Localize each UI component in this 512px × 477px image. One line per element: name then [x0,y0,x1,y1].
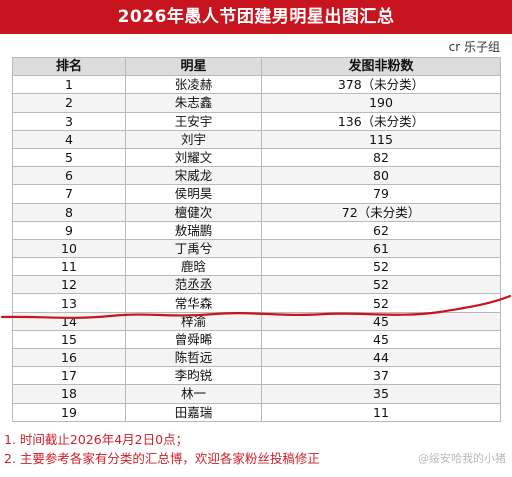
count-cell: 62 [261,220,501,240]
name-cell: 林一 [125,384,262,404]
count-cell: 52 [261,275,501,295]
name-cell: 张凌赫 [125,75,262,95]
footnotes: 1. 时间截止2026年4月2日0点； 2. 主要参考各家有分类的汇总博，欢迎各… [4,430,512,468]
table-row: 15 曾舜晞 45 [12,329,501,350]
count-cell: 72（未分类） [261,202,501,222]
rank-cell: 7 [12,184,126,204]
rank-cell: 9 [12,220,126,240]
rank-cell: 17 [12,366,126,386]
table-row: 4 刘宇 115 [12,129,501,149]
name-cell: 侯明昊 [125,184,262,204]
column-header-rank: 排名 [12,56,126,77]
rank-cell: 10 [12,238,126,259]
count-cell: 82 [261,147,501,168]
watermark: @绥安哈我的小猪 [418,452,506,465]
rank-cell: 16 [12,347,126,368]
table-row: 3 王安宇 136（未分类） [12,111,501,131]
rank-cell: 15 [12,329,126,350]
table-row: 18 林一 35 [12,384,501,404]
rank-cell: 19 [12,402,126,422]
count-cell: 11 [261,402,501,422]
count-cell: 37 [261,366,501,386]
count-cell: 79 [261,184,501,204]
count-cell: 61 [261,238,501,259]
table-row: 14 梓渝 45 [12,311,501,331]
count-cell: 52 [261,293,501,313]
rank-cell: 12 [12,275,126,295]
rank-cell: 14 [12,311,126,331]
rank-cell: 3 [12,111,126,131]
rank-cell: 8 [12,202,126,222]
table-row: 9 敖瑞鹏 62 [12,220,501,240]
table-row: 17 李昀锐 37 [12,366,501,386]
name-cell: 朱志鑫 [125,93,262,113]
name-cell: 宋威龙 [125,166,262,186]
rank-cell: 1 [12,75,126,95]
name-cell: 檀健次 [125,202,262,222]
name-cell: 常华森 [125,293,262,313]
name-cell: 梓渝 [125,311,262,331]
table-row: 12 范丞丞 52 [12,275,501,295]
rank-cell: 6 [12,166,126,186]
name-cell: 丁禹兮 [125,238,262,259]
count-cell: 35 [261,384,501,404]
name-cell: 曾舜晞 [125,329,262,350]
table-row: 5 刘耀文 82 [12,147,501,168]
name-cell: 刘宇 [125,129,262,149]
name-cell: 敖瑞鹏 [125,220,262,240]
name-cell: 田嘉瑞 [125,402,262,422]
footnote-time: 1. 时间截止2026年4月2日0点； [4,432,189,447]
name-cell: 范丞丞 [125,275,262,295]
count-cell: 45 [261,311,501,331]
count-cell: 45 [261,329,501,350]
count-cell: 115 [261,129,501,149]
rank-cell: 5 [12,147,126,168]
table-header-row: 排名 明星 发图非粉数 [12,56,501,77]
footnote-source: 2. 主要参考各家有分类的汇总博，欢迎各家粉丝投稿修正 [4,451,320,466]
name-cell: 王安宇 [125,111,262,131]
ranking-table: 排名 明星 发图非粉数 1 张凌赫 378（未分类） 2 朱志鑫 190 3 王安宇 136… [12,56,501,422]
table-row: 7 侯明昊 79 [12,184,501,204]
count-cell: 378（未分类） [261,75,501,95]
count-cell: 136（未分类） [261,111,501,131]
table-row: 16 陈哲远 44 [12,347,501,368]
name-cell: 李昀锐 [125,366,262,386]
rank-cell: 13 [12,293,126,313]
table-row: 8 檀健次 72（未分类） [12,202,501,222]
credit-row: cr 乐子组 [0,34,512,57]
count-cell: 80 [261,166,501,186]
table-row: 13 常华森 52 [12,293,501,313]
name-cell: 陈哲远 [125,347,262,368]
rank-cell: 18 [12,384,126,404]
column-header-count: 发图非粉数 [261,56,501,77]
rank-cell: 11 [12,257,126,277]
column-header-name: 明星 [125,56,262,77]
count-cell: 52 [261,257,501,277]
name-cell: 刘耀文 [125,147,262,168]
credit-label: cr 乐子组 [448,40,500,54]
count-cell: 44 [261,347,501,368]
table-row: 10 丁禹兮 61 [12,238,501,259]
table-row: 1 张凌赫 378（未分类） [12,75,501,95]
table-row: 6 宋威龙 80 [12,166,501,186]
table-row: 11 鹿晗 52 [12,257,501,277]
page-title: 2026年愚人节团建男明星出图汇总 [0,0,512,34]
rank-cell: 2 [12,93,126,113]
table-row: 19 田嘉瑞 11 [12,402,501,422]
count-cell: 190 [261,93,501,113]
rank-cell: 4 [12,129,126,149]
table-row: 2 朱志鑫 190 [12,93,501,113]
name-cell: 鹿晗 [125,257,262,277]
